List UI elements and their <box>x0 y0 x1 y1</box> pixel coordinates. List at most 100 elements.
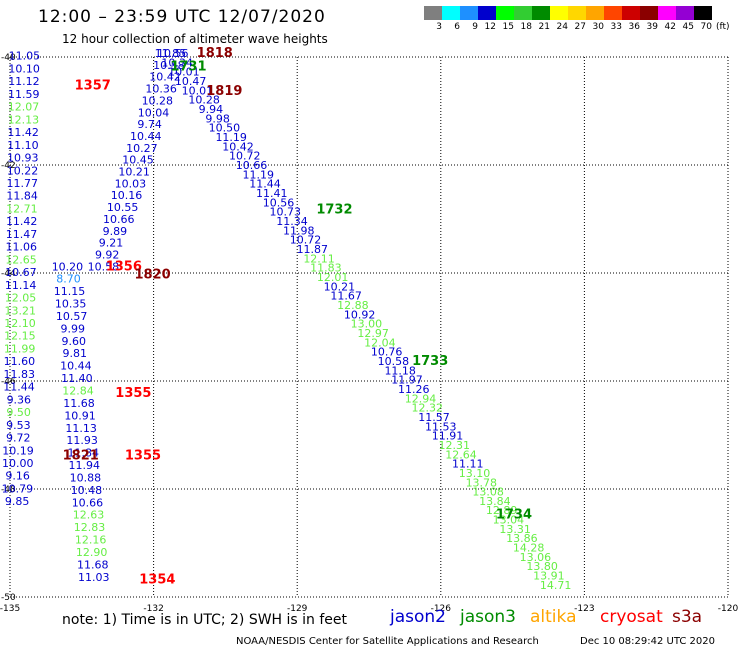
color-bar-label: 36 <box>628 22 640 32</box>
lat-tick-label: -46 <box>1 377 16 387</box>
wave-height-value: 9.16 <box>5 470 30 483</box>
wave-height-value: 10.93 <box>7 152 39 165</box>
wave-height-value: 10.55 <box>107 201 139 214</box>
wave-height-value: 11.84 <box>6 190 38 203</box>
wave-height-value: 10.72 <box>229 150 261 163</box>
pass-time-label: 1732 <box>316 203 352 218</box>
wave-height-value: 10.48 <box>71 484 103 497</box>
color-bar-label: 3 <box>436 22 442 32</box>
axis-tick-labels: -135 -132 -129 -126 -123 -120 -40 -42 -44 -46 -48 -… <box>0 53 738 614</box>
wave-height-value: 12.64 <box>445 448 477 461</box>
wave-height-value: 11.03 <box>78 571 110 584</box>
wave-height-value: 10.04 <box>138 106 170 119</box>
wave-height-value: 11.93 <box>66 434 98 447</box>
wave-height-value: 10.22 <box>7 164 39 177</box>
wave-height-value: 13.00 <box>351 318 383 331</box>
wave-height-value: 10.03 <box>115 177 147 190</box>
color-bar-cell <box>676 6 694 20</box>
wave-height-value: 13.06 <box>520 551 552 564</box>
color-bar-label: 15 <box>502 22 514 32</box>
wave-height-value: 11.91 <box>432 430 464 443</box>
legend-altika: altika <box>530 607 577 627</box>
wave-height-value: 12.90 <box>76 546 108 559</box>
wave-height-value: 10.79 <box>2 482 34 495</box>
wave-height-value: 13.86 <box>506 532 538 545</box>
pass-time-label: 1356 <box>106 259 142 274</box>
color-bar-label: (ft) <box>716 22 730 32</box>
wave-height-value: 11.87 <box>297 243 329 256</box>
wave-height-value: 10.67 <box>5 266 37 279</box>
lat-tick-label: -42 <box>1 161 16 171</box>
wave-height-value: 11.84 <box>67 447 99 460</box>
wave-height-value: 11.97 <box>391 374 423 387</box>
wave-height-value: 11.11 <box>452 458 484 471</box>
wave-height-value: 11.12 <box>8 75 40 88</box>
wave-height-value: 11.99 <box>4 342 36 355</box>
wave-height-value: 11.10 <box>7 139 39 152</box>
color-bar-cell <box>514 6 532 20</box>
wave-height-value: 10.88 <box>70 471 102 484</box>
wave-height-value: 9.94 <box>199 103 224 116</box>
wave-height-value: 11.05 <box>9 50 41 63</box>
color-bar-labels: 3 6 9 12 15 18 21 24 27 30 33 36 39 42 45 70 (ft) <box>424 22 740 32</box>
wave-height-value: 11.68 <box>63 397 95 410</box>
wave-height-value: 10.35 <box>55 298 87 311</box>
lat-tick-label: -44 <box>1 269 16 279</box>
wave-height-value: 11.19 <box>242 168 274 181</box>
wave-height-value: 13.04 <box>493 514 525 527</box>
lat-tick-label: -48 <box>1 485 16 495</box>
color-bar-cell <box>424 6 442 20</box>
color-bar-cell <box>694 6 712 20</box>
page-title: 12:00 – 23:59 UTC 12/07/2020 <box>38 7 326 27</box>
wave-height-value: 9.36 <box>7 393 32 406</box>
wave-height-value: 11.77 <box>7 177 39 190</box>
color-bar-label: 18 <box>520 22 532 32</box>
wave-height-value: 10.56 <box>263 196 295 209</box>
color-bar-cell <box>496 6 514 20</box>
pass-time-label: 1733 <box>412 354 448 369</box>
lon-tick-label: -126 <box>431 604 452 614</box>
lon-tick-label: -135 <box>0 604 20 614</box>
wave-height-value: 11.42 <box>7 126 39 139</box>
wave-height-value: 11.42 <box>6 215 38 228</box>
color-bar-label: 70 <box>700 22 712 32</box>
page-subtitle: 12 hour collection of altimeter wave hei… <box>62 32 328 46</box>
lat-tick-label: -40 <box>1 53 16 63</box>
wave-height-value: 11.83 <box>310 262 342 275</box>
wave-height-value: 11.85 <box>155 47 187 60</box>
pass-time-label: 1820 <box>134 267 170 282</box>
wave-height-value: 13.10 <box>459 467 491 480</box>
wave-height-value: 13.84 <box>479 495 511 508</box>
wave-height-value: 10.01 <box>182 84 214 97</box>
wave-height-value: 13.78 <box>466 476 498 489</box>
wave-height-value: 13.08 <box>472 486 504 499</box>
wave-height-value: 11.44 <box>249 178 281 191</box>
pass-time-label: 1355 <box>115 386 151 401</box>
wave-height-value: 12.63 <box>73 509 105 522</box>
wave-height-value: 12.05 <box>5 292 37 305</box>
wave-height-value: 11.18 <box>384 364 416 377</box>
wave-height-value: 10.42 <box>222 140 254 153</box>
wave-height-value: 12.65 <box>5 253 37 266</box>
color-bar-cell <box>568 6 586 20</box>
wave-height-value: 10.57 <box>56 310 88 323</box>
wave-height-value: 11.13 <box>65 422 97 435</box>
wave-height-value: 13.31 <box>499 523 531 536</box>
color-bar-cell <box>550 6 568 20</box>
wave-height-value: 10.76 <box>371 346 403 359</box>
wave-height-value: 10.01 <box>168 66 200 79</box>
color-bar-label: 12 <box>484 22 496 32</box>
wave-height-value: 11.94 <box>69 459 101 472</box>
wave-height-value: 9.74 <box>137 118 162 131</box>
wave-height-value: 12.15 <box>4 330 36 343</box>
wave-height-value: 12.04 <box>364 336 396 349</box>
wave-height-value: 11.06 <box>6 241 38 254</box>
wave-height-value: 10.27 <box>126 142 158 155</box>
wave-height-value: 10.58 <box>153 59 185 72</box>
wave-height-value: 11.68 <box>77 558 109 571</box>
color-bar-cell <box>532 6 550 20</box>
color-bar-cell <box>478 6 496 20</box>
wave-height-value: 10.73 <box>270 206 302 219</box>
wave-height-value: 10.91 <box>64 409 96 422</box>
wave-height-value: 12.89 <box>486 504 518 517</box>
